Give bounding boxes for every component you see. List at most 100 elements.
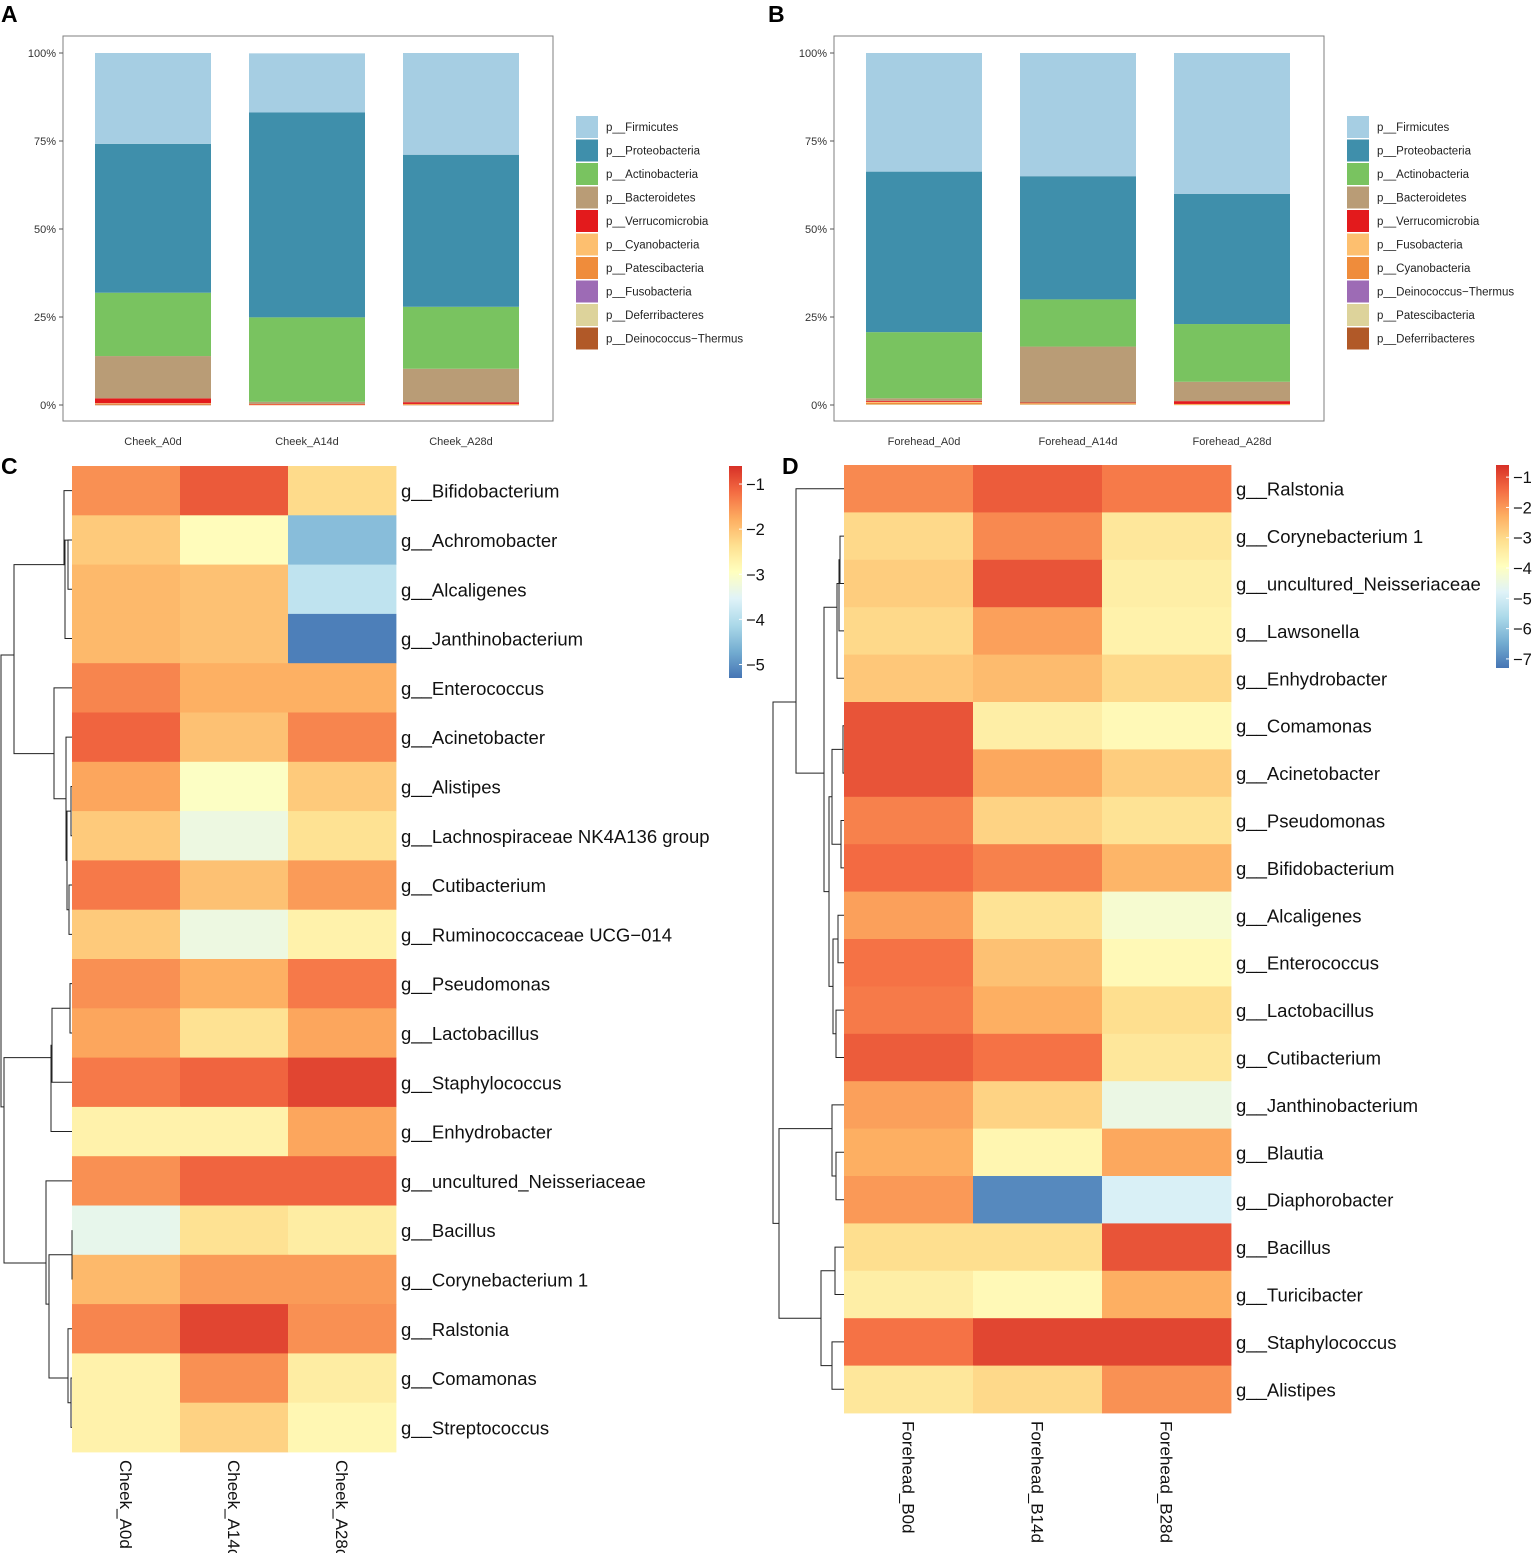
panel-c-cell-g-lachnospiraceae-nk4a136-group-cheek-a0d [72,811,181,861]
panel-d-cell-g-staphylococcus-forehead-b28d [1102,1318,1232,1366]
panel-c-row-label-g-enterococcus: g__Enterococcus [401,678,544,700]
panel-d-row-label-g-janthinobacterium: g__Janthinobacterium [1236,1095,1418,1117]
panel-b-bar-p-actinobacteria-forehead-a0d [866,332,982,399]
panel-c-cell-g-comamonas-cheek-a14d [180,1353,289,1404]
panel-b-y-tick-label: 100% [799,48,827,60]
panel-a-bar-p-verrucomicrobia-cheek-a14d [249,403,365,405]
panel-d-dendrogram-branch [842,725,844,774]
panel-c-cell-g-janthinobacterium-cheek-a0d [72,613,181,664]
panel-c-cell-g-bifidobacterium-cheek-a14d [180,466,289,516]
panel-d-cell-g-uncultured-neisseriaceae-forehead-b14d [973,559,1103,608]
panel-b-y-tick-label: 75% [805,136,827,148]
panel-d-cell-g-alcaligenes-forehead-b0d [844,891,974,940]
panel-d-cell-g-alistipes-forehead-b0d [844,1365,974,1414]
panel-c-col-label-cheek-a28d: Cheek_A28d [332,1460,351,1553]
panel-d-cell-g-enhydrobacter-forehead-b0d [844,654,974,703]
panel-d-cell-g-janthinobacterium-forehead-b14d [973,1081,1103,1129]
panel-c-cell-g-lactobacillus-cheek-a14d [180,1008,289,1058]
panel-c-cell-g-uncultured-neisseriaceae-cheek-a28d [288,1156,397,1206]
panel-d-row-label-g-cutibacterium: g__Cutibacterium [1236,1048,1381,1070]
panel-b-legend-label-p-verrucomicrobia: p__Verrucomicrobia [1377,216,1480,228]
panel-c-row-label-g-lactobacillus: g__Lactobacillus [401,1023,539,1045]
panel-d-cell-g-enhydrobacter-forehead-b14d [973,654,1103,703]
panel-c-dendrogram-branch [13,564,64,755]
panel-b-y-tick-label: 0% [811,400,827,412]
panel-b-bar-p-proteobacteria-forehead-a0d [866,171,982,333]
panel-a-legend-label-p-verrucomicrobia: p__Verrucomicrobia [606,216,709,228]
panel-c-cell-g-lachnospiraceae-nk4a136-group-cheek-a28d [288,811,397,861]
panel-b-x-tick-label: Forehead_A0d [888,436,961,448]
panel-b-stacked-bar: 0% 25% 50% 75% 100% Forehead_A0d Forehead_A14d… [799,35,1514,448]
panel-b-x-tick-label: Forehead_A14d [1039,436,1118,448]
panel-c-cell-g-lactobacillus-cheek-a0d [72,1008,181,1058]
panel-c-cell-g-ruminococcaceae-ucg-014-cheek-a28d [288,909,397,960]
panel-c-cell-g-corynebacterium-1-cheek-a14d [180,1254,289,1305]
panel-d-col-label-forehead-b28d: Forehead_B28d [1157,1421,1176,1543]
panel-a-bar-p-cyanobacteria-cheek-a28d [403,403,519,405]
panel-label-b: B [768,1,785,27]
panel-c-dendrogram-branch [45,1180,72,1305]
panel-d-cell-g-alcaligenes-forehead-b28d [1102,891,1232,940]
panel-c-cell-g-staphylococcus-cheek-a0d [72,1057,181,1108]
panel-d-colorbar-tick-label: −3 [1513,530,1532,548]
panel-b-bar-p-actinobacteria-forehead-a28d [1174,324,1290,382]
panel-c-row-label-g-achromobacter: g__Achromobacter [401,530,557,552]
panel-d-row-label-g-staphylococcus: g__Staphylococcus [1236,1332,1396,1354]
panel-a-legend-swatch-p-verrucomicrobia [576,210,598,232]
panel-d-colorbar-tick-label: −4 [1513,560,1532,578]
panel-d-row-label-g-pseudomonas: g__Pseudomonas [1236,811,1385,833]
panel-b-legend-swatch-p-cyanobacteria [1347,257,1369,279]
panel-b-y-tick-label: 25% [805,312,827,324]
panel-b-bar-p-verrucomicrobia-forehead-a0d [866,400,982,402]
panel-a-bar-p-proteobacteria-cheek-a0d [95,143,211,293]
panel-b-bar-p-cyanobacteria-forehead-a0d [866,402,982,405]
panel-b-legend-label-p-cyanobacteria: p__Cyanobacteria [1377,263,1471,275]
panel-d-cell-g-diaphorobacter-forehead-b0d [844,1176,974,1224]
panel-c-row-label-g-cutibacterium: g__Cutibacterium [401,875,546,897]
panel-d-row-label-g-bifidobacterium: g__Bifidobacterium [1236,858,1394,880]
panel-a-y-tick-label: 25% [34,312,56,324]
panel-c-cell-g-pseudomonas-cheek-a14d [180,959,289,1009]
panel-d-cell-g-cutibacterium-forehead-b14d [973,1033,1103,1082]
panel-a-bar-p-proteobacteria-cheek-a14d [249,112,365,318]
panel-c-cell-g-staphylococcus-cheek-a14d [180,1057,289,1108]
panel-c-heatmap: g__Bifidobacterium g__Achromobacter g__Alc… [0,466,765,1553]
panel-c-row-label-g-comamonas: g__Comamonas [401,1368,537,1390]
panel-d-cell-g-cutibacterium-forehead-b28d [1102,1033,1232,1082]
panel-c-row-label-g-lachnospiraceae-nk4a136-group: g__Lachnospiraceae NK4A136 group [401,826,710,848]
panel-c-cell-g-comamonas-cheek-a28d [288,1353,397,1404]
panel-b-bar-p-firmicutes-forehead-a28d [1174,53,1290,194]
panel-c-cell-g-cutibacterium-cheek-a28d [288,860,397,911]
panel-b-legend-label-p-patescibacteria: p__Patescibacteria [1377,310,1475,322]
panel-c-colorbar-tick-label: −2 [746,521,765,539]
panel-b-bar-p-verrucomicrobia-forehead-a28d [1174,401,1290,404]
panel-b-bar-p-fusobacteria-forehead-a0d [866,401,982,403]
panel-a-bar-p-actinobacteria-cheek-a14d [249,317,365,402]
panel-d-cell-g-comamonas-forehead-b28d [1102,702,1232,750]
panel-c-row-label-g-ralstonia: g__Ralstonia [401,1319,510,1341]
panel-c-cell-g-streptococcus-cheek-a28d [288,1402,397,1453]
panel-a-bar-p-deinococcus-thermus-cheek-a0d [95,404,211,406]
panel-b-bar-p-cyanobacteria-forehead-a14d [1020,403,1136,405]
panel-d-row-label-g-ralstonia: g__Ralstonia [1236,479,1345,501]
panel-d-row-label-g-lawsonella: g__Lawsonella [1236,621,1360,643]
panel-d-heatmap: g__Ralstonia g__Corynebacterium 1 g__uncul… [772,465,1532,1543]
panel-a-y-tick-label: 75% [34,136,56,148]
panel-d-dendrogram-branch [831,1104,844,1177]
panel-d-cell-g-diaphorobacter-forehead-b14d [973,1176,1103,1224]
panel-c-cell-g-uncultured-neisseriaceae-cheek-a14d [180,1156,289,1206]
panel-d-dendrogram [772,488,844,1390]
panel-c-cell-g-acinetobacter-cheek-a14d [180,712,289,763]
panel-d-cell-g-janthinobacterium-forehead-b28d [1102,1081,1232,1129]
panel-b-bar-p-patescibacteria-forehead-a28d [1174,404,1290,406]
panel-d-cell-g-turicibacter-forehead-b28d [1102,1270,1232,1319]
panel-c-cell-g-staphylococcus-cheek-a28d [288,1057,397,1108]
panel-d-cell-g-corynebacterium-1-forehead-b0d [844,512,974,561]
panel-c-cell-g-uncultured-neisseriaceae-cheek-a0d [72,1156,181,1206]
panel-b-legend-swatch-p-bacteroidetes [1347,186,1369,209]
panel-b-bar-p-bacteroidetes-forehead-a28d [1174,381,1290,402]
panel-c-row-label-g-enhydrobacter: g__Enhydrobacter [401,1122,552,1144]
panel-b-bar-p-bacteroidetes-forehead-a14d [1020,346,1136,403]
panel-c-row-label-g-janthinobacterium: g__Janthinobacterium [401,629,583,651]
panel-d-row-label-g-alistipes: g__Alistipes [1236,1379,1336,1401]
